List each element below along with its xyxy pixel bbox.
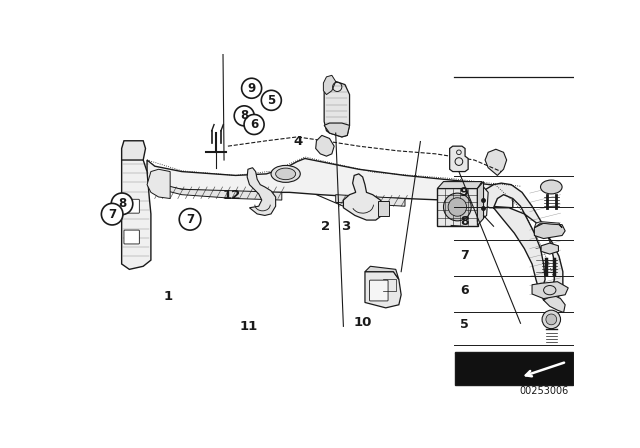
Text: 5: 5 xyxy=(268,94,275,107)
Polygon shape xyxy=(323,75,336,95)
Text: 7: 7 xyxy=(108,208,116,221)
Polygon shape xyxy=(365,266,399,280)
FancyBboxPatch shape xyxy=(124,230,140,244)
Text: 8: 8 xyxy=(460,215,468,228)
Text: 3: 3 xyxy=(340,220,350,233)
Text: 7: 7 xyxy=(460,249,468,262)
Polygon shape xyxy=(122,152,151,269)
Polygon shape xyxy=(336,195,405,206)
Text: 6: 6 xyxy=(250,118,258,131)
Polygon shape xyxy=(247,168,276,215)
Text: 00253006: 00253006 xyxy=(519,386,568,396)
Polygon shape xyxy=(324,123,349,137)
Polygon shape xyxy=(122,141,145,160)
Circle shape xyxy=(111,193,132,215)
FancyBboxPatch shape xyxy=(124,199,140,213)
Text: 8: 8 xyxy=(118,197,126,210)
Text: 9: 9 xyxy=(248,82,256,95)
Circle shape xyxy=(244,115,264,134)
Circle shape xyxy=(242,78,262,98)
Text: 8: 8 xyxy=(240,109,248,122)
Circle shape xyxy=(179,209,201,230)
Circle shape xyxy=(448,198,467,216)
Circle shape xyxy=(101,203,123,225)
FancyBboxPatch shape xyxy=(369,280,388,301)
Text: 5: 5 xyxy=(460,318,468,332)
Polygon shape xyxy=(541,243,559,254)
Polygon shape xyxy=(316,135,334,156)
Polygon shape xyxy=(151,181,282,200)
Circle shape xyxy=(546,314,557,325)
Circle shape xyxy=(261,90,282,110)
Text: 1: 1 xyxy=(163,290,172,303)
Polygon shape xyxy=(485,149,507,176)
Polygon shape xyxy=(532,282,568,299)
FancyBboxPatch shape xyxy=(437,188,478,226)
Text: 2: 2 xyxy=(321,220,330,233)
Polygon shape xyxy=(450,146,468,172)
Polygon shape xyxy=(534,222,562,228)
Ellipse shape xyxy=(541,180,562,194)
Circle shape xyxy=(444,193,471,221)
Text: 4: 4 xyxy=(294,135,303,148)
FancyBboxPatch shape xyxy=(378,201,389,216)
Polygon shape xyxy=(344,174,383,220)
Polygon shape xyxy=(543,295,565,313)
Polygon shape xyxy=(477,181,484,225)
FancyBboxPatch shape xyxy=(455,352,573,385)
Ellipse shape xyxy=(271,165,300,182)
Polygon shape xyxy=(477,187,488,222)
Text: 6: 6 xyxy=(460,284,468,297)
Polygon shape xyxy=(534,223,565,238)
Polygon shape xyxy=(482,183,563,302)
Circle shape xyxy=(234,106,254,126)
Circle shape xyxy=(542,310,561,329)
Polygon shape xyxy=(437,181,482,189)
Text: 7: 7 xyxy=(186,213,194,226)
Polygon shape xyxy=(365,271,401,308)
Polygon shape xyxy=(324,82,349,137)
Text: 11: 11 xyxy=(240,320,259,333)
Ellipse shape xyxy=(276,168,296,180)
Text: 10: 10 xyxy=(353,316,372,329)
Text: 12: 12 xyxy=(223,189,241,202)
Text: 9: 9 xyxy=(460,186,468,199)
Polygon shape xyxy=(147,159,513,208)
Polygon shape xyxy=(147,169,170,198)
